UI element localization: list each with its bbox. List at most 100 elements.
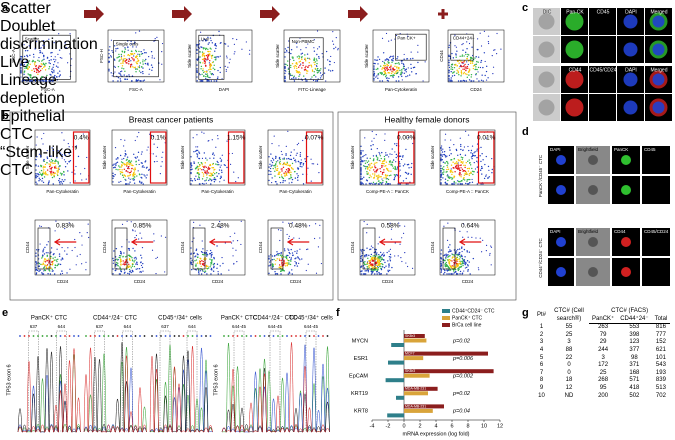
dot — [368, 164, 369, 165]
dot — [295, 159, 296, 160]
dot — [377, 68, 378, 69]
dot — [382, 182, 383, 183]
dot — [66, 253, 67, 254]
dot — [384, 262, 385, 263]
dot — [20, 56, 21, 57]
dot — [274, 135, 275, 136]
dot — [442, 168, 443, 169]
dot — [307, 70, 308, 71]
dot — [456, 57, 457, 58]
dot — [378, 180, 379, 181]
dot — [470, 58, 471, 59]
dot — [448, 251, 449, 252]
dot — [127, 273, 128, 274]
dot — [296, 263, 297, 264]
dot — [133, 60, 134, 61]
dot — [69, 269, 70, 270]
dot — [453, 264, 454, 265]
dot — [141, 265, 142, 266]
dot — [124, 163, 125, 164]
dot — [134, 170, 135, 171]
dot — [404, 73, 405, 74]
dot — [47, 57, 48, 58]
dot — [294, 76, 295, 77]
dot — [318, 56, 319, 57]
dot — [81, 263, 82, 264]
dot — [26, 67, 27, 68]
dot — [61, 173, 62, 174]
header-cell: CD44⁺24⁻ — [617, 316, 651, 324]
dot — [477, 167, 478, 168]
dot — [384, 133, 385, 134]
dot — [140, 271, 141, 272]
dot — [491, 247, 492, 248]
gate-label: Live — [201, 36, 210, 41]
dot — [209, 258, 210, 259]
dot — [161, 51, 162, 52]
dot — [87, 232, 88, 233]
dot — [47, 260, 48, 261]
dot — [382, 38, 383, 39]
dot — [449, 244, 450, 245]
dot — [469, 182, 470, 183]
header-cell: PanCK⁺ — [589, 316, 617, 324]
dot — [72, 250, 73, 251]
dot — [132, 260, 133, 261]
dot — [275, 158, 276, 159]
base-call — [51, 335, 53, 337]
axis-label: Pan-Cytokeratin — [123, 189, 156, 194]
dot — [287, 170, 288, 171]
dot — [281, 151, 282, 152]
dot — [379, 263, 380, 264]
dot — [369, 177, 370, 178]
dot — [360, 249, 361, 250]
dot — [287, 60, 288, 61]
dot — [492, 55, 493, 56]
dot — [71, 172, 72, 173]
dot — [143, 174, 144, 175]
dot — [221, 177, 222, 178]
dot — [370, 158, 371, 159]
dot — [232, 38, 233, 39]
dot — [221, 257, 222, 258]
dot — [409, 74, 410, 75]
arrow — [288, 239, 309, 245]
p-value: p=0.02 — [452, 391, 470, 397]
dot — [290, 264, 291, 265]
dot — [42, 174, 43, 175]
dot — [140, 255, 141, 256]
dot — [141, 237, 142, 238]
dot — [298, 76, 299, 77]
dot — [269, 261, 270, 262]
dot — [62, 258, 63, 259]
dot — [389, 69, 390, 70]
dot — [165, 237, 166, 238]
dot — [462, 159, 463, 160]
dot — [456, 149, 457, 150]
axis-label: Side scatter — [187, 44, 192, 68]
dot — [291, 167, 292, 168]
dot — [442, 149, 443, 150]
dot — [121, 246, 122, 247]
base-call — [187, 335, 189, 337]
dot — [202, 178, 203, 179]
dot — [26, 55, 27, 56]
dot — [60, 153, 61, 154]
dot — [231, 242, 232, 243]
dot — [127, 47, 128, 48]
dot — [124, 169, 125, 170]
bar — [404, 409, 433, 413]
dot — [135, 69, 136, 70]
dot — [463, 178, 464, 179]
dot — [52, 269, 53, 270]
dot — [367, 157, 368, 158]
dot — [194, 178, 195, 179]
dot — [448, 273, 449, 274]
dot — [208, 180, 209, 181]
dot — [108, 57, 109, 58]
dot — [298, 143, 299, 144]
dot — [141, 177, 142, 178]
dot — [211, 256, 212, 257]
dot — [476, 64, 477, 65]
dot — [463, 263, 464, 264]
